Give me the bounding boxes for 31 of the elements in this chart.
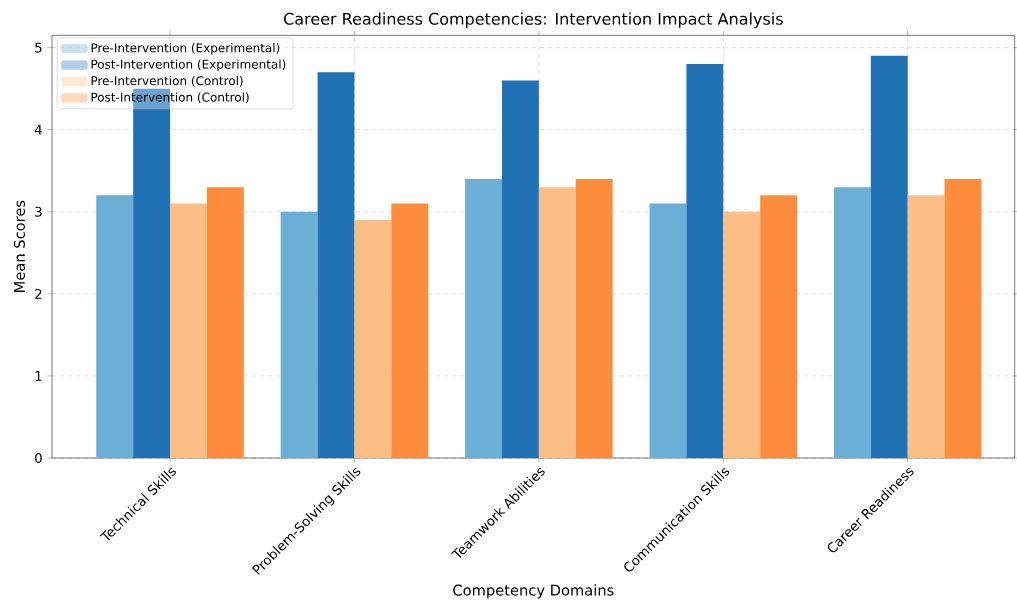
y-axis-title: Mean Scores <box>13 200 25 292</box>
bar <box>465 178 502 458</box>
bar <box>723 211 761 458</box>
y-tick-label: 2 <box>35 288 42 299</box>
bar <box>354 219 392 458</box>
y-tick-label: 4 <box>34 124 42 135</box>
legend-label: Pre-Intervention (Control) <box>91 75 243 87</box>
y-tick-label: 0 <box>35 452 42 464</box>
bar <box>870 55 908 458</box>
chart-title: Career Readiness Competencies: Intervention Impact Analysis <box>284 12 783 28</box>
bar <box>317 72 355 458</box>
bar <box>391 203 429 458</box>
bar <box>538 187 576 458</box>
bar <box>907 195 945 458</box>
bar <box>206 187 244 458</box>
y-tick-label: 1 <box>35 371 42 381</box>
bar <box>96 195 134 458</box>
bar <box>280 211 318 458</box>
bar <box>501 80 539 458</box>
y-tick-label: 5 <box>35 42 42 53</box>
legend-label: Post-Intervention (Experimental) <box>91 59 286 72</box>
bar <box>833 187 871 458</box>
x-axis-title: Competency Domains <box>453 584 614 599</box>
bar <box>575 178 613 458</box>
bar <box>649 203 687 458</box>
bar <box>170 203 207 458</box>
bar <box>686 64 724 458</box>
bar <box>944 178 982 458</box>
bar <box>760 195 798 458</box>
y-tick-label: 3 <box>35 206 42 217</box>
legend-label: Pre-Intervention (Experimental) <box>91 43 280 55</box>
